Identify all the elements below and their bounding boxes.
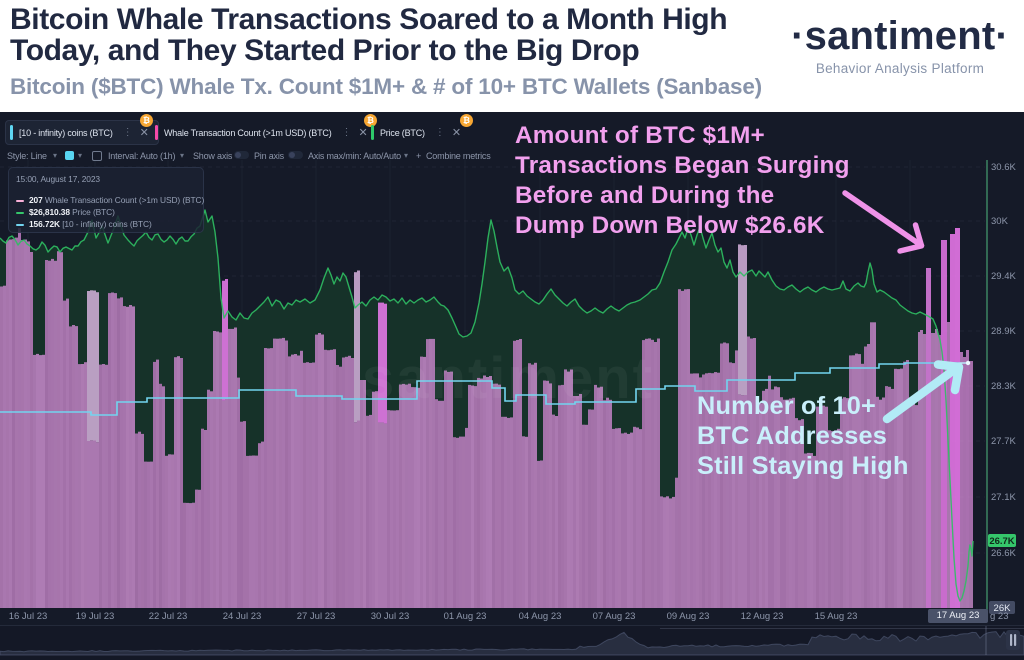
svg-text:30K: 30K [991, 216, 1009, 227]
svg-text:26K: 26K [994, 603, 1012, 614]
svg-text:29.4K: 29.4K [991, 271, 1016, 282]
svg-text:27.1K: 27.1K [991, 492, 1016, 503]
svg-text:28.3K: 28.3K [991, 381, 1016, 392]
svg-text:26.7K: 26.7K [989, 536, 1014, 547]
svg-text:30.6K: 30.6K [991, 162, 1016, 173]
svg-text:27.7K: 27.7K [991, 436, 1016, 447]
svg-text:26.6K: 26.6K [991, 548, 1016, 559]
svg-text:santiment: santiment [362, 346, 654, 411]
svg-text:28.9K: 28.9K [991, 326, 1016, 337]
